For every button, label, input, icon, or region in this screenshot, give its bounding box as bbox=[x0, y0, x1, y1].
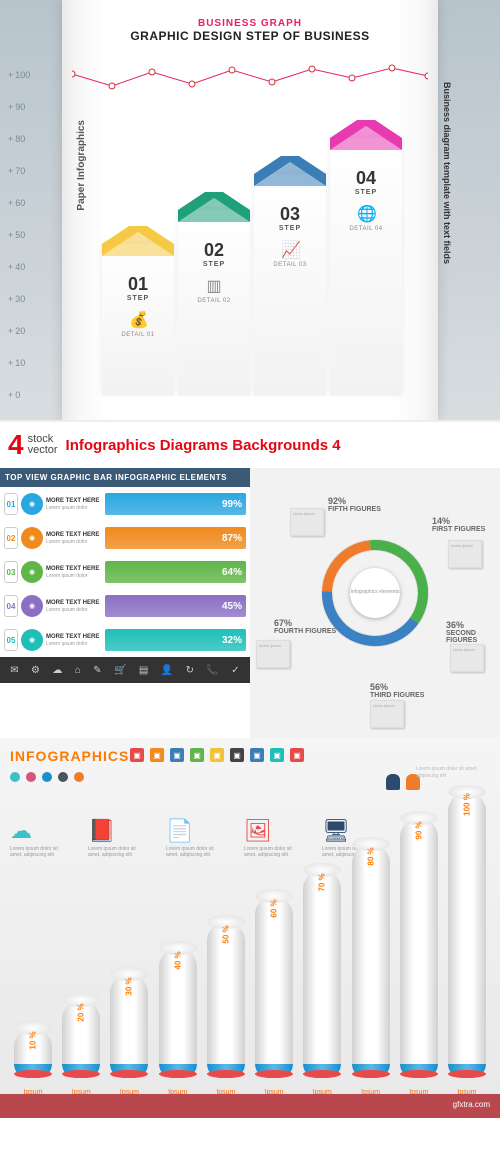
footer-icon: ▤ bbox=[139, 665, 148, 676]
header-icon: ▣ bbox=[230, 748, 244, 762]
ytick: 20 bbox=[8, 326, 25, 336]
bar-row: 05 ◉ MORE TEXT HERELorem ipsum dolor 32% bbox=[0, 623, 250, 657]
footer-icon: ✎ bbox=[93, 665, 101, 676]
ytick: 70 bbox=[8, 166, 25, 176]
segment-label: 67%FOURTH FIGURES bbox=[274, 618, 336, 635]
stock-vector-label: stock vector bbox=[28, 434, 58, 456]
bar-list-infographic: TOP VIEW GRAPHIC BAR INFOGRAPHIC ELEMENT… bbox=[0, 468, 250, 738]
panel2-row: TOP VIEW GRAPHIC BAR INFOGRAPHIC ELEMENT… bbox=[0, 468, 500, 738]
ytick: 40 bbox=[8, 262, 25, 272]
cylinder-bar: 50 %Ipsum bbox=[207, 922, 245, 1078]
ytick: 80 bbox=[8, 134, 25, 144]
title-bar: 4 stock vector Infographics Diagrams Bac… bbox=[0, 420, 500, 468]
cylinder-bar: 90 %Ipsum bbox=[400, 818, 438, 1078]
sticky-note: lorem ipsum bbox=[290, 508, 324, 536]
sticky-note: lorem ipsum bbox=[256, 640, 290, 668]
dot bbox=[26, 772, 36, 782]
polyline-chart bbox=[72, 64, 428, 104]
cylinder-bar: 80 %Ipsum bbox=[352, 844, 390, 1078]
step-column: 01STEP 💰 DETAIL 01 bbox=[102, 244, 174, 396]
footer-icon: 🛒 bbox=[114, 665, 126, 676]
dot bbox=[58, 772, 68, 782]
bar-row: 03 ◉ MORE TEXT HERELorem ipsum dolor 64% bbox=[0, 555, 250, 589]
title-line2: GRAPHIC DESIGN STEP OF BUSINESS bbox=[130, 29, 369, 43]
cylinder-bar: 20 %Ipsum bbox=[62, 1000, 100, 1078]
step-column: 02STEP ▥ DETAIL 02 bbox=[178, 210, 250, 396]
cylinder-bar: 100 %Ipsum bbox=[448, 792, 486, 1078]
footer-icon: ☁ bbox=[52, 665, 62, 676]
header-icon: ▣ bbox=[150, 748, 164, 762]
cylinder-bars: 10 %Ipsum 20 %Ipsum 30 %Ipsum 40 %Ipsum 50 %… bbox=[14, 792, 486, 1078]
icon-row: ▣ ▣ ▣ ▣ ▣ ▣ ▣ ▣ ▣ bbox=[130, 748, 304, 762]
icon-footer: ✉ ⚙ ☁ ⌂ ✎ 🛒 ▤ 👤 ↻ 📞 ✓ bbox=[0, 657, 250, 683]
cylinder-bar-infographic: INFOGRAPHICS ▣▣▣▣▣▣▣▣▣ Lorem ipsum dolor… bbox=[0, 738, 500, 1118]
side-label-right: Business diagram template with text fiel… bbox=[442, 82, 452, 264]
ytick: 50 bbox=[8, 230, 25, 240]
header-icon: ▣ bbox=[170, 748, 184, 762]
ring-center: Infographics elements bbox=[350, 568, 400, 618]
ytick: 30 bbox=[8, 294, 25, 304]
person-icon bbox=[386, 774, 400, 790]
dot bbox=[10, 772, 20, 782]
lorem-block: Lorem ipsum dolor sit amet, adipiscing e… bbox=[416, 766, 486, 779]
ring-infographic: Infographics elements 92%FIFTH FIGURESlo… bbox=[250, 468, 500, 738]
segment-label: 56%THIRD FIGURES bbox=[370, 682, 424, 699]
side-label-left: Paper Infographics bbox=[76, 120, 87, 211]
segment-label: 14%FIRST FIGURES bbox=[432, 516, 485, 533]
dot bbox=[42, 772, 52, 782]
step-column: 04STEP 🌐 DETAIL 04 bbox=[330, 138, 402, 396]
cylinder-bar: 30 %Ipsum bbox=[110, 974, 148, 1078]
step-columns: 01STEP 💰 DETAIL 01 02STEP ▥ DETAIL 02 03… bbox=[102, 138, 402, 396]
cylinder-bar: 10 %Ipsum bbox=[14, 1028, 52, 1078]
collection-title: Infographics Diagrams Backgrounds 4 bbox=[66, 437, 341, 454]
segment-label: 36%SECOND FIGURES bbox=[446, 620, 500, 644]
footer-icon: 👤 bbox=[161, 665, 173, 676]
cylinder-bar: 70 %Ipsum bbox=[303, 870, 341, 1078]
footer-bar: gfxtra.com bbox=[0, 1094, 500, 1118]
cylinder-bar: 40 %Ipsum bbox=[159, 948, 197, 1078]
panel2a-header: TOP VIEW GRAPHIC BAR INFOGRAPHIC ELEMENT… bbox=[0, 468, 250, 487]
bar-row: 02 ◉ MORE TEXT HERELorem ipsum dolor 87% bbox=[0, 521, 250, 555]
people-icons bbox=[386, 774, 420, 790]
title-line1: BUSINESS GRAPH bbox=[130, 18, 369, 29]
ytick: 100 bbox=[8, 70, 30, 80]
bar-row: 04 ◉ MORE TEXT HERELorem ipsum dolor 45% bbox=[0, 589, 250, 623]
footer-icon: ⌂ bbox=[75, 665, 81, 676]
segment-label: 92%FIFTH FIGURES bbox=[328, 496, 381, 513]
header-icon: ▣ bbox=[270, 748, 284, 762]
step-column: 03STEP 📈 DETAIL 03 bbox=[254, 174, 326, 396]
header-icon: ▣ bbox=[190, 748, 204, 762]
footer-icon: ⚙ bbox=[31, 665, 40, 676]
header-icon: ▣ bbox=[290, 748, 304, 762]
bar-row: 01 ◉ MORE TEXT HERELorem ipsum dolor 99% bbox=[0, 487, 250, 521]
sticky-note: lorem ipsum bbox=[370, 700, 404, 728]
badge-number: 4 bbox=[8, 429, 24, 461]
dot bbox=[74, 772, 84, 782]
ytick: 90 bbox=[8, 102, 25, 112]
header-icon: ▣ bbox=[130, 748, 144, 762]
sticky-note: lorem ipsum bbox=[450, 644, 484, 672]
panel1-title: BUSINESS GRAPH GRAPHIC DESIGN STEP OF BU… bbox=[130, 18, 369, 43]
ytick: 0 bbox=[8, 390, 20, 400]
ytick: 10 bbox=[8, 358, 25, 368]
cylinder-bar: 60 %Ipsum bbox=[255, 896, 293, 1078]
watermark: gfxtra.com bbox=[453, 1100, 490, 1109]
sticky-note: lorem ipsum bbox=[448, 540, 482, 568]
footer-icon: 📞 bbox=[206, 665, 218, 676]
header-icon: ▣ bbox=[250, 748, 264, 762]
footer-icon: ✓ bbox=[231, 665, 239, 676]
footer-icon: ↻ bbox=[186, 665, 194, 676]
paper-step-infographic: BUSINESS GRAPH GRAPHIC DESIGN STEP OF BU… bbox=[0, 0, 500, 420]
header-icon: ▣ bbox=[210, 748, 224, 762]
footer-icon: ✉ bbox=[10, 665, 18, 676]
ytick: 60 bbox=[8, 198, 25, 208]
